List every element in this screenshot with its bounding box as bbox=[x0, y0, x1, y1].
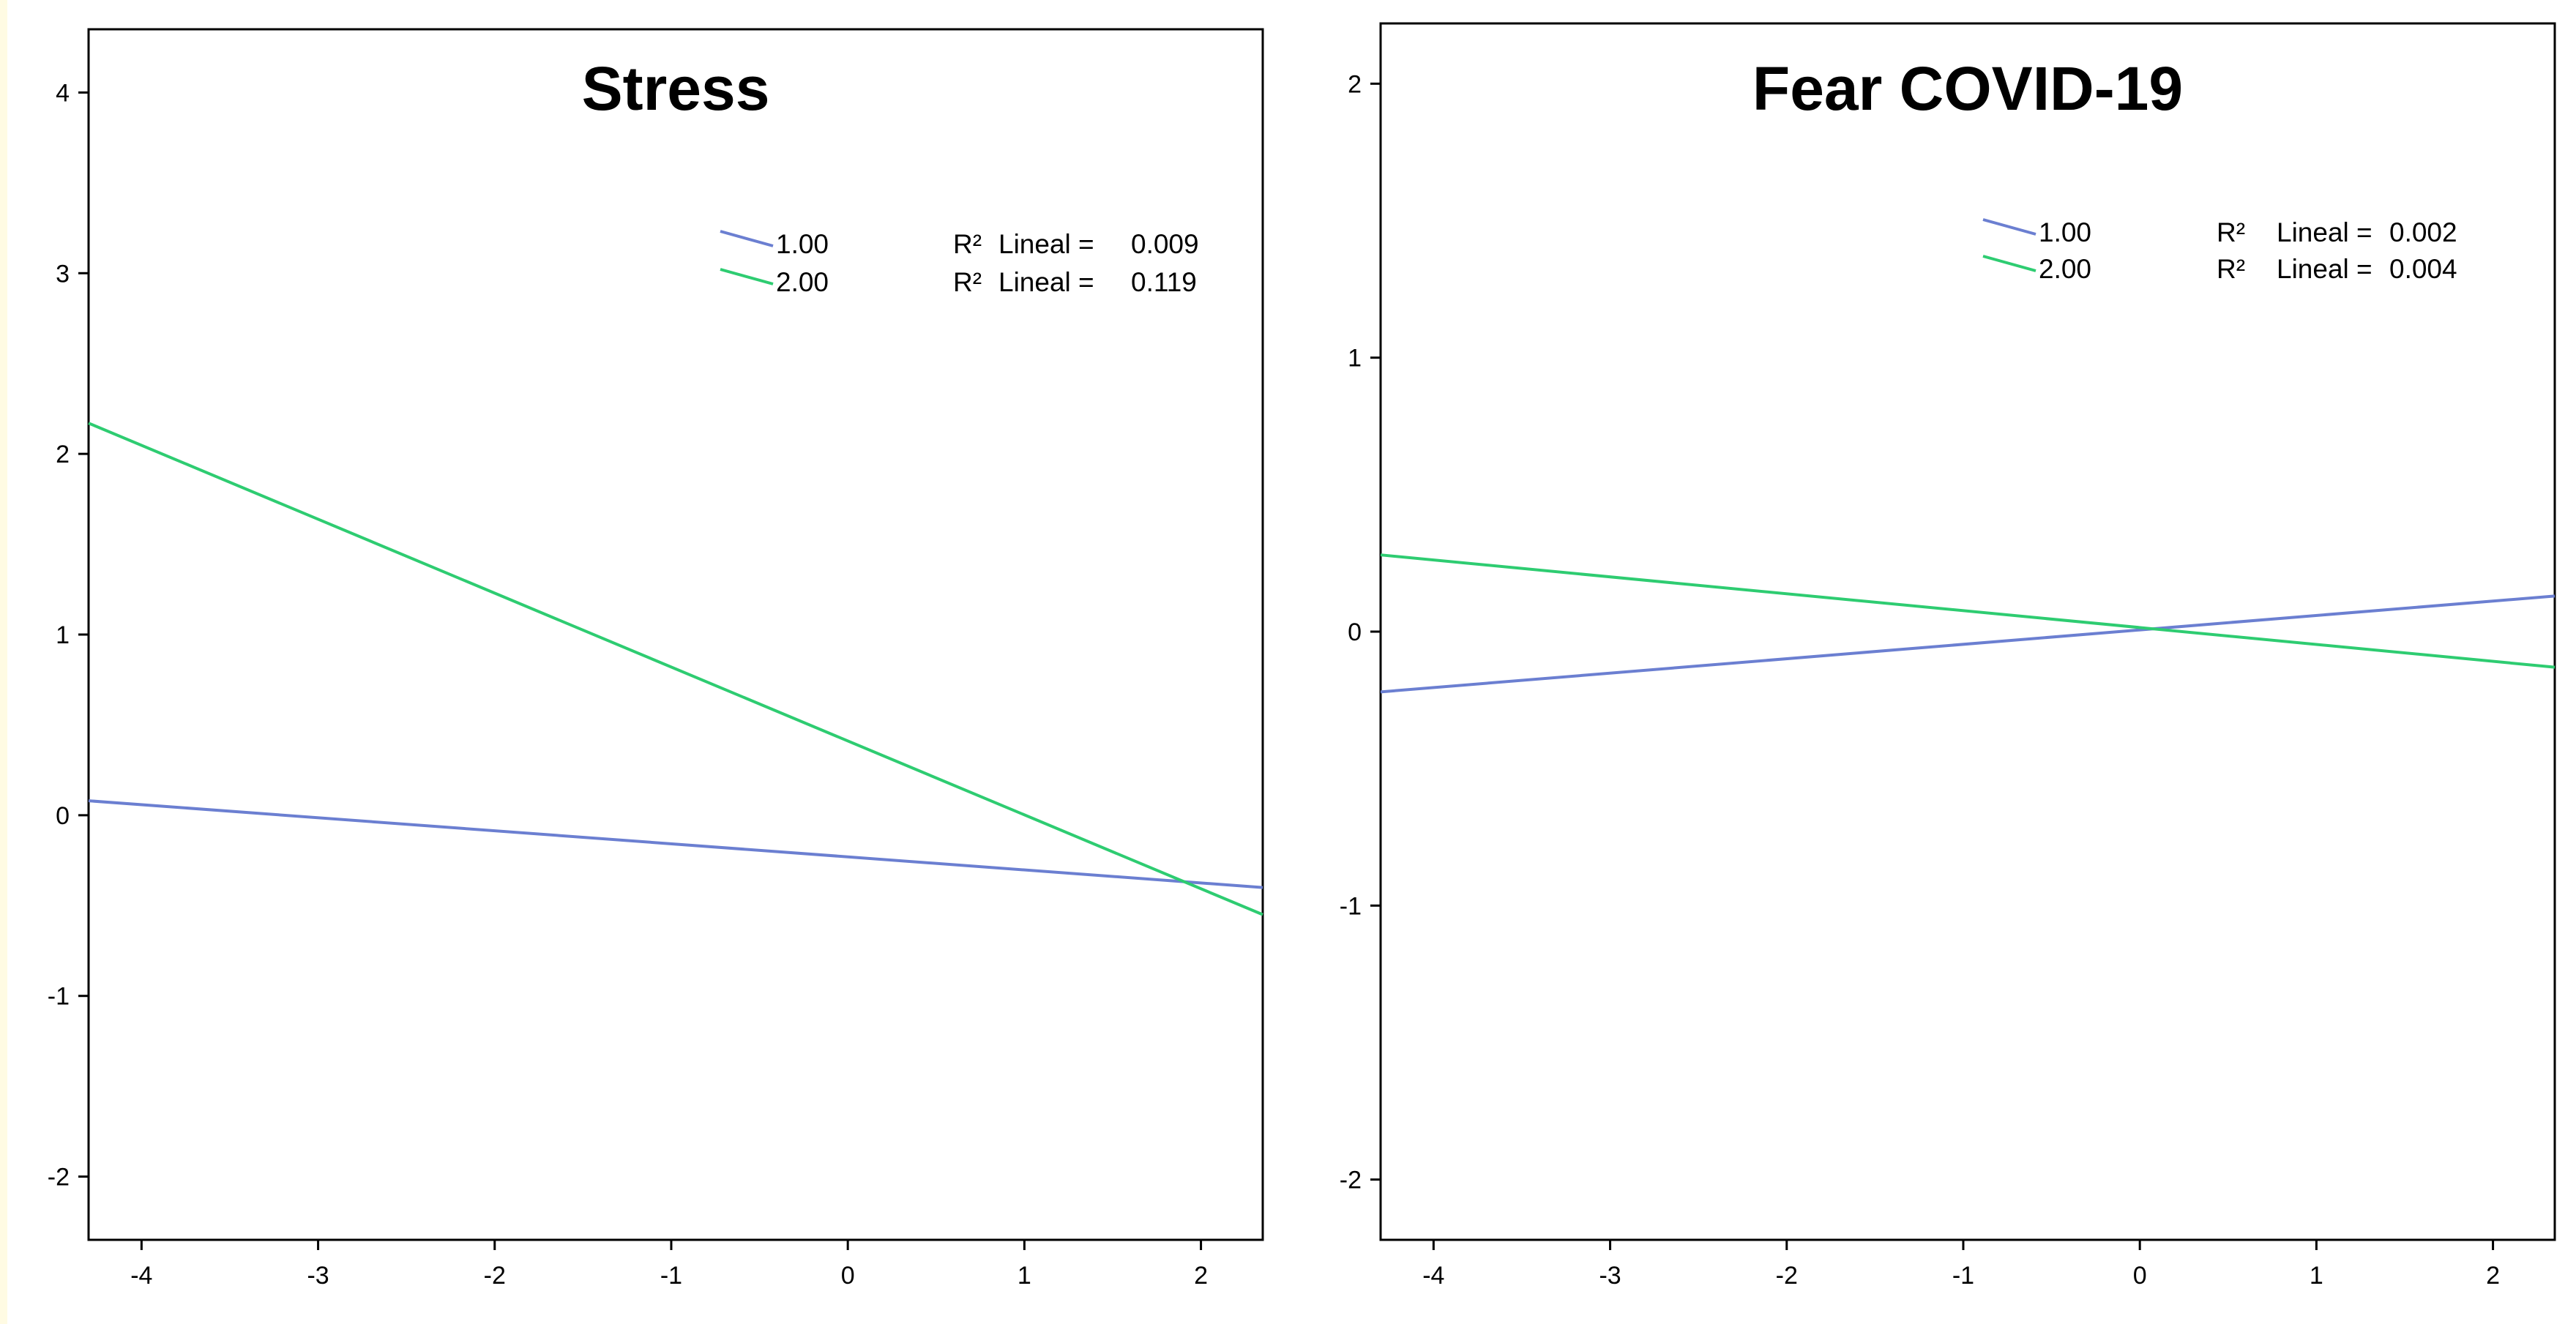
x-tick-label: 2 bbox=[2486, 1262, 2500, 1290]
legend-series-name: 2.00 bbox=[776, 267, 829, 297]
x-tick-label: -4 bbox=[130, 1262, 152, 1290]
y-tick-label: -2 bbox=[1340, 1167, 1362, 1194]
fear-covid-chart: Fear COVID-19 -2 -1 0 1 2 -4 -3 -2 -1 0 1 2 1.00 R² Lin… bbox=[1340, 22, 2556, 1290]
legend-series-name: 2.00 bbox=[2039, 254, 2091, 284]
legend-lineal-text: Lineal = bbox=[998, 267, 1094, 297]
y-tick-label: -1 bbox=[1340, 892, 1362, 920]
chart-title: Fear COVID-19 bbox=[1752, 54, 2183, 123]
legend-r2-label: R² bbox=[953, 267, 982, 297]
legend-r2-label: R² bbox=[2217, 254, 2245, 284]
y-tick-label: 2 bbox=[56, 441, 70, 468]
x-tick-label: 0 bbox=[841, 1262, 855, 1290]
x-tick-label: 1 bbox=[2310, 1262, 2323, 1290]
x-tick-label: -2 bbox=[1776, 1262, 1798, 1290]
x-tick-label: -2 bbox=[484, 1262, 506, 1290]
x-tick-label: 2 bbox=[1194, 1262, 1208, 1290]
legend-r2-value: 0.009 bbox=[1131, 229, 1199, 259]
y-tick-label: 0 bbox=[56, 802, 70, 830]
series-line-2.00 bbox=[88, 422, 1263, 916]
legend-series-name: 1.00 bbox=[776, 229, 829, 259]
y-tick-label: 2 bbox=[1348, 70, 1362, 98]
legend-r2-label: R² bbox=[953, 229, 982, 259]
legend-lineal-text: Lineal = bbox=[2277, 254, 2372, 284]
page-edge-strip bbox=[0, 0, 7, 1324]
legend-swatch bbox=[720, 230, 774, 247]
legend-r2-value: 0.004 bbox=[2389, 254, 2457, 284]
y-tick-label: 1 bbox=[1348, 345, 1362, 373]
y-tick-label: 0 bbox=[1348, 618, 1362, 646]
legend-r2-label: R² bbox=[2217, 217, 2245, 247]
plot-frame bbox=[1379, 22, 2556, 1241]
series-line-2.00 bbox=[1380, 553, 2556, 669]
x-tick-label: -1 bbox=[1952, 1262, 1974, 1290]
legend-lineal-text: Lineal = bbox=[998, 229, 1094, 259]
legend-lineal-text: Lineal = bbox=[2277, 217, 2372, 247]
legend-swatch bbox=[720, 268, 774, 285]
x-tick-label: -4 bbox=[1422, 1262, 1444, 1290]
legend-swatch bbox=[1982, 255, 2036, 272]
y-tick-label: 3 bbox=[56, 260, 70, 288]
y-tick-label: 1 bbox=[56, 621, 70, 649]
y-tick-label: -2 bbox=[48, 1164, 70, 1192]
x-tick-label: -1 bbox=[660, 1262, 682, 1290]
legend-swatch bbox=[1982, 218, 2036, 236]
plot-frame bbox=[87, 28, 1264, 1241]
series-line-1.00 bbox=[88, 799, 1263, 889]
chart-title: Stress bbox=[582, 54, 770, 123]
stress-chart: Stress -2 -1 0 1 2 3 4 -4 -3 -2 -1 0 1 2 1.00 R² Lineal =… bbox=[48, 28, 1264, 1290]
x-tick-label: -3 bbox=[307, 1262, 329, 1290]
legend-r2-value: 0.002 bbox=[2389, 217, 2457, 247]
x-tick-label: 0 bbox=[2133, 1262, 2147, 1290]
legend-r2-value: 0.119 bbox=[1131, 267, 1197, 297]
series-line-1.00 bbox=[1380, 594, 2556, 694]
x-tick-label: -3 bbox=[1599, 1262, 1621, 1290]
y-tick-label: 4 bbox=[56, 79, 70, 107]
legend-series-name: 1.00 bbox=[2039, 217, 2091, 247]
x-tick-label: 1 bbox=[1018, 1262, 1031, 1290]
y-tick-label: -1 bbox=[48, 983, 70, 1011]
